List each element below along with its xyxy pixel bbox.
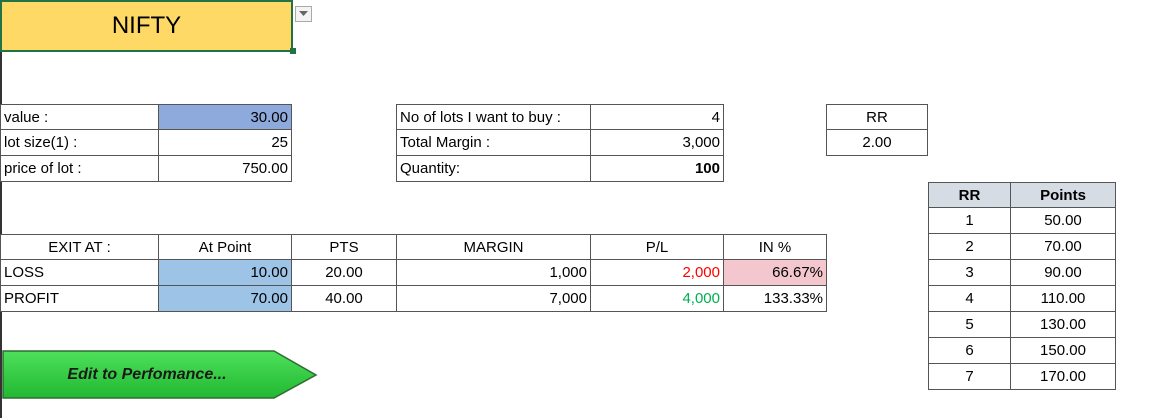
nifty-title-text: NIFTY: [111, 12, 182, 39]
exit-header-at-point: At Point: [158, 234, 292, 260]
loss-in-percent: 66.67%: [723, 259, 827, 286]
profit-pts: 40.00: [291, 285, 397, 312]
lot-size-label: lot size(1) :: [0, 129, 159, 156]
selection-handle[interactable]: [290, 48, 296, 54]
price-of-lot-label: price of lot :: [0, 155, 159, 182]
profit-in-percent: 133.33%: [723, 285, 827, 312]
rr-table-points: 150.00: [1010, 337, 1116, 364]
total-margin-label: Total Margin :: [396, 129, 591, 156]
value-label: value :: [0, 104, 159, 130]
nifty-title-cell[interactable]: NIFTY: [0, 0, 293, 52]
rr-table-rr: 2: [928, 233, 1011, 260]
arrow-shape: [2, 350, 318, 399]
loss-pts: 20.00: [291, 259, 397, 286]
rr-table-rr: 1: [928, 207, 1011, 234]
edit-performance-button[interactable]: Edit to Perfomance...: [2, 350, 320, 400]
chevron-down-icon: [299, 11, 308, 16]
loss-pl: 2,000: [590, 259, 724, 286]
exit-header-pts: PTS: [291, 234, 397, 260]
rr-table-rr: 4: [928, 285, 1011, 312]
rr-table-rr: 3: [928, 259, 1011, 286]
rr-table-header-rr: RR: [928, 182, 1011, 208]
profit-label: PROFIT: [0, 285, 159, 312]
rr-table-rr: 5: [928, 311, 1011, 338]
loss-label: LOSS: [0, 259, 159, 286]
exit-header-in-percent: IN %: [723, 234, 827, 260]
rr-table-header-points: Points: [1010, 182, 1116, 208]
rr-table-points: 90.00: [1010, 259, 1116, 286]
total-margin-value[interactable]: 3,000: [590, 129, 724, 156]
rr-table-points: 50.00: [1010, 207, 1116, 234]
quantity-label: Quantity:: [396, 155, 591, 182]
lots-label: No of lots I want to buy :: [396, 104, 591, 130]
loss-at-point[interactable]: 10.00: [158, 259, 292, 286]
dropdown-button[interactable]: [295, 6, 312, 22]
rr-label: RR: [826, 104, 928, 130]
exit-header-margin: MARGIN: [396, 234, 591, 260]
rr-table-points: 130.00: [1010, 311, 1116, 338]
value-input[interactable]: 30.00: [158, 104, 292, 130]
profit-at-point[interactable]: 70.00: [158, 285, 292, 312]
rr-table-points: 170.00: [1010, 363, 1116, 390]
sheet-left-border: [0, 0, 2, 418]
rr-table-rr: 7: [928, 363, 1011, 390]
rr-table-rr: 6: [928, 337, 1011, 364]
lot-size-value[interactable]: 25: [158, 129, 292, 156]
exit-header-exit-at: EXIT AT :: [0, 234, 159, 260]
rr-table-points: 110.00: [1010, 285, 1116, 312]
rr-value[interactable]: 2.00: [826, 129, 928, 156]
loss-margin: 1,000: [396, 259, 591, 286]
profit-pl: 4,000: [590, 285, 724, 312]
quantity-value[interactable]: 100: [590, 155, 724, 182]
price-of-lot-value[interactable]: 750.00: [158, 155, 292, 182]
edit-performance-label: Edit to Perfomance...: [67, 366, 227, 383]
lots-value[interactable]: 4: [590, 104, 724, 130]
rr-table-points: 70.00: [1010, 233, 1116, 260]
profit-margin: 7,000: [396, 285, 591, 312]
exit-header-pl: P/L: [590, 234, 724, 260]
